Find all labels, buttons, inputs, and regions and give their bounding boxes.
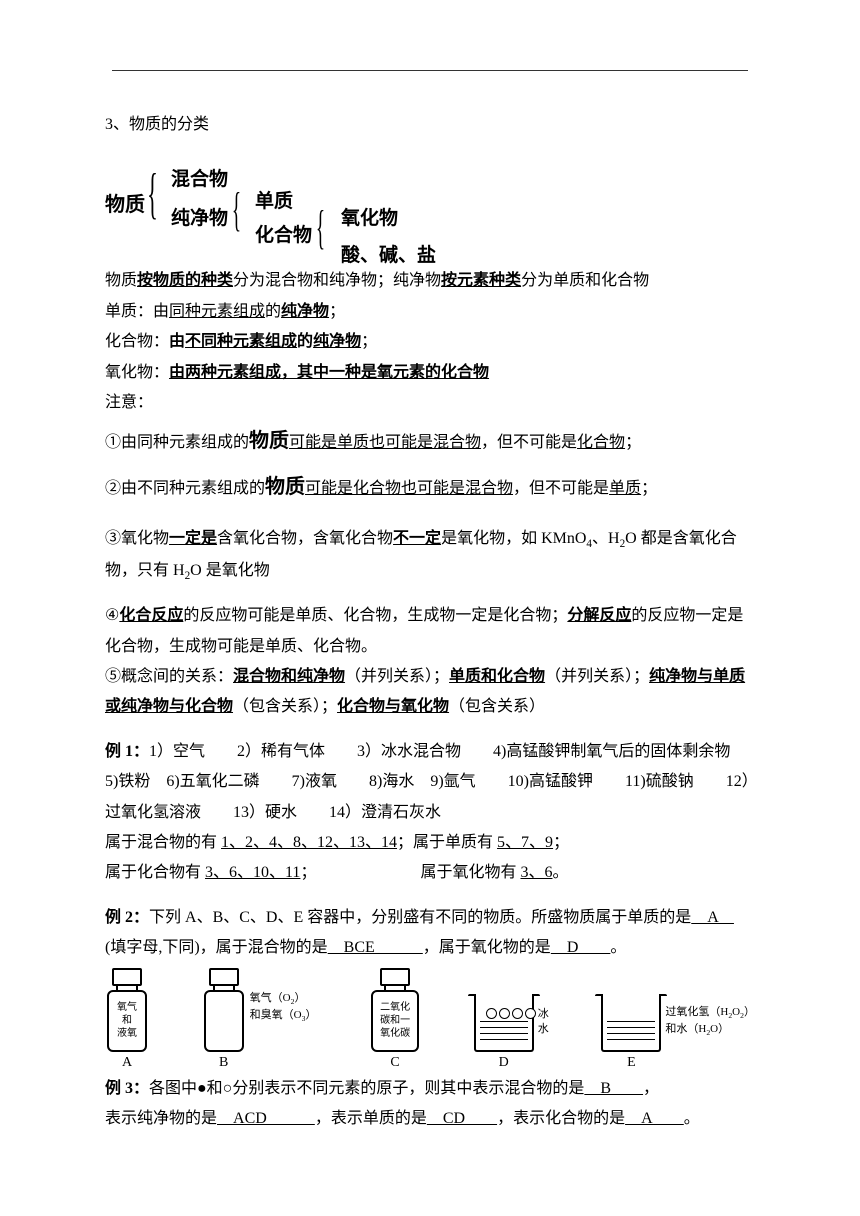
brace-icon: { xyxy=(147,166,158,222)
example-1: 例 1：1）空气 2）稀有气体 3）冰水混合物 4)高锰酸钾制氧气后的固体剩余物… xyxy=(105,737,755,828)
tree-compound: 化合物 xyxy=(255,218,312,254)
brace-icon: { xyxy=(316,204,325,252)
container-d: D 冰 水 xyxy=(474,996,549,1072)
note-4: ④化合反应的反应物可能是单质、化合物，生成物一定是化合物；分解反应的反应物一定是… xyxy=(105,601,755,662)
water-lines-icon xyxy=(607,1016,655,1044)
tree-acid-base-salt: 酸、碱、盐 xyxy=(341,238,436,274)
container-c: 二氧化 碳和一 氧化碳 C xyxy=(369,968,421,1072)
note-5: ⑤概念间的关系：混合物和纯净物（并列关系）；单质和化合物（并列关系）；纯净物与单… xyxy=(105,662,755,723)
example-1-answer-1: 属于混合物的有 1、2、4、8、12、13、14；属于单质有 5、7、9； xyxy=(105,828,755,858)
container-e-label: 过氧化氢（H2O2） 和水（H2O） xyxy=(665,1005,755,1037)
container-letter: D xyxy=(499,1054,509,1072)
page-top-rule xyxy=(112,70,748,71)
bottle-icon: 氧气 和 液氧 xyxy=(105,968,149,1052)
beaker-icon xyxy=(601,996,661,1052)
beaker-icon xyxy=(474,996,534,1052)
def-line-2: 单质：由同种元素组成的纯净物； xyxy=(105,297,755,327)
spacer xyxy=(105,889,755,903)
example-3: 例 3：各图中●和○分别表示不同元素的原子，则其中表示混合物的是 B ， 表示纯… xyxy=(105,1074,755,1135)
tree-root: 物质 xyxy=(105,186,145,224)
note-3: ③氧化物一定是含氧化合物，含氧化合物不一定是氧化物，如 KMnO4、H2O 都是… xyxy=(105,524,755,587)
document-page: 3、物质的分类 物质 { 混合物 纯净物 { 单质 化合物 { 氧化物 酸、碱、… xyxy=(0,0,860,1175)
note-2: ②由不同种元素组成的物质可能是化合物也可能是混合物，但不可能是单质； xyxy=(105,464,755,510)
classification-tree: 物质 { 混合物 纯净物 { 单质 化合物 { 氧化物 酸、碱、盐 xyxy=(105,146,755,266)
container-letter: E xyxy=(627,1054,636,1072)
note-1: ①由同种元素组成的物质可能是单质也可能是混合物，但不可能是化合物； xyxy=(105,418,755,464)
tree-pure: 纯净物 xyxy=(171,201,228,237)
water-lines-icon xyxy=(480,1016,528,1044)
spacer xyxy=(105,723,755,737)
spacer xyxy=(105,587,755,601)
tree-oxide: 氧化物 xyxy=(341,201,398,237)
container-b-label: 氧气（O2） 和臭氧（O3） xyxy=(250,991,317,1023)
container-letter: A xyxy=(122,1054,132,1072)
section-heading: 3、物质的分类 xyxy=(105,110,755,140)
tree-element: 单质 xyxy=(255,184,293,220)
spacer xyxy=(105,510,755,524)
example-2: 例 2：下列 A、B、C、D、E 容器中，分别盛有不同的物质。所盛物质属于单质的… xyxy=(105,903,755,964)
container-a: 氧气 和 液氧 A xyxy=(105,968,149,1072)
note-label: 注意： xyxy=(105,388,755,418)
def-line-4: 氧化物：由两种元素组成，其中一种是氧元素的化合物 xyxy=(105,358,755,388)
container-b: B 氧气（O2） 和臭氧（O3） xyxy=(202,968,317,1072)
def-line-3: 化合物：由不同种元素组成的纯净物； xyxy=(105,327,755,357)
bottle-icon: 二氧化 碳和一 氧化碳 xyxy=(369,968,421,1052)
container-d-label: 冰 水 xyxy=(538,1007,549,1036)
brace-icon: { xyxy=(232,186,241,234)
tree-mixture: 混合物 xyxy=(171,162,228,198)
example-2-figures: 氧气 和 液氧 A B 氧气（O2） 和臭氧（O3） 二氧化 碳和一 氧化碳 xyxy=(105,968,755,1072)
container-e: E 过氧化氢（H2O2） 和水（H2O） xyxy=(601,996,755,1072)
bottle-icon xyxy=(202,968,246,1052)
container-letter: B xyxy=(219,1054,228,1072)
container-letter: C xyxy=(390,1054,399,1072)
example-1-answer-2: 属于化合物有 3、6、10、11； 属于氧化物有 3、6。 xyxy=(105,858,755,888)
